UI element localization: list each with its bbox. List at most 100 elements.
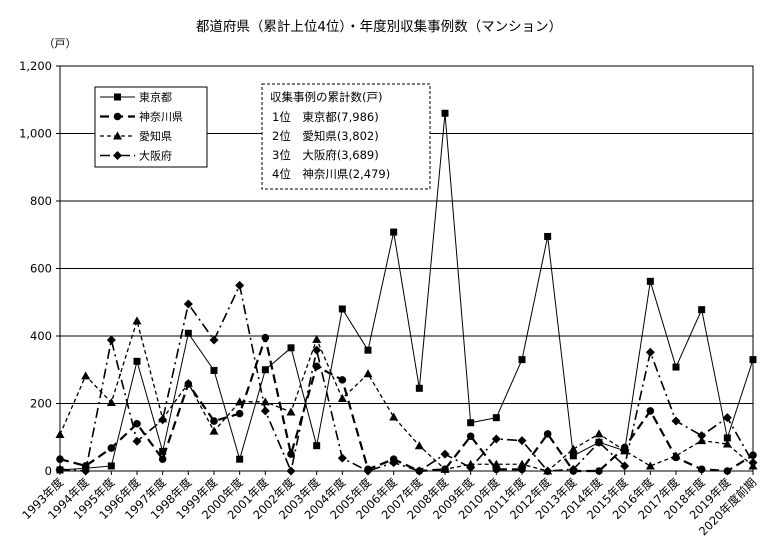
data-point <box>517 459 527 468</box>
series-line <box>59 113 754 471</box>
annotation-row: 4位 神奈川県(2,479) <box>272 167 390 181</box>
data-point <box>697 465 706 474</box>
legend-box <box>94 86 208 168</box>
annotation-title: 収集事例の累計数(戸) <box>270 90 382 104</box>
data-point <box>543 430 552 438</box>
data-point <box>159 447 167 455</box>
data-point <box>312 345 322 355</box>
data-point <box>671 451 681 460</box>
data-point <box>491 434 501 444</box>
data-point <box>697 431 707 441</box>
data-point <box>312 334 322 343</box>
data-point <box>697 436 707 445</box>
data-point <box>364 346 372 354</box>
data-point <box>107 462 115 470</box>
data-point <box>389 412 399 421</box>
data-point <box>338 376 347 384</box>
data-point <box>518 356 526 364</box>
data-point <box>210 417 218 425</box>
data-point <box>235 397 245 406</box>
data-point <box>414 441 424 450</box>
data-point <box>645 347 655 357</box>
data-point <box>722 413 732 423</box>
data-point <box>287 450 295 458</box>
chart-title: 都道府県（累計上位4位）・年度別収集事例数（マンション） <box>196 19 562 35</box>
legend-label: 愛知県 <box>139 129 172 143</box>
data-point <box>183 378 193 387</box>
data-point <box>415 384 423 392</box>
data-point <box>107 444 116 452</box>
data-point <box>698 306 706 314</box>
data-point <box>723 434 731 442</box>
y-tick-label: 1,200 <box>19 59 52 73</box>
legend-marker <box>114 93 121 101</box>
data-point <box>620 461 630 471</box>
data-point <box>287 344 295 352</box>
y-tick-label: 0 <box>45 464 52 478</box>
data-point <box>646 277 654 285</box>
legend-marker <box>113 151 122 160</box>
data-point <box>467 419 475 427</box>
data-point <box>491 459 501 468</box>
data-point <box>337 393 347 402</box>
data-point <box>312 362 321 371</box>
data-point <box>569 452 577 460</box>
data-point <box>81 371 91 380</box>
legend-marker <box>113 131 122 140</box>
data-point <box>158 415 168 425</box>
series-line <box>59 333 754 473</box>
annotation-box <box>261 83 431 190</box>
data-point <box>236 455 244 463</box>
annotation-row: 1位 東京都(7,986) <box>272 110 379 124</box>
y-tick-label: 800 <box>30 194 52 208</box>
data-point <box>645 461 655 470</box>
y-axis-ticks: 0 200 400 600 800 1,000 1,200 <box>19 59 60 478</box>
data-point <box>106 397 116 406</box>
legend-label: 神奈川県 <box>139 110 183 124</box>
data-point <box>568 444 578 453</box>
data-point <box>722 439 732 448</box>
data-point <box>81 462 90 470</box>
annotation-row: 3位 大阪府(3,689) <box>272 148 379 162</box>
data-point <box>646 407 655 415</box>
data-point <box>441 109 449 117</box>
annotation-row: 2位 愛知県(3,802) <box>272 129 379 143</box>
data-point <box>440 449 450 459</box>
data-point <box>132 436 142 446</box>
y-tick-label: 1,000 <box>19 127 52 141</box>
data-point <box>209 426 219 435</box>
cumulative-totals-box: 収集事例の累計数(戸) 1位 東京都(7,986) 2位 愛知県(3,802) … <box>261 83 431 190</box>
data-point <box>389 458 399 468</box>
y-axis-unit: （戸） <box>44 37 77 50</box>
data-point <box>235 280 245 290</box>
data-point <box>492 414 500 422</box>
data-point <box>235 409 244 418</box>
data-point <box>106 335 116 345</box>
data-point <box>466 432 475 441</box>
series-line <box>59 318 754 472</box>
data-point <box>390 228 398 236</box>
plot-frame <box>59 65 754 472</box>
data-point <box>594 429 604 438</box>
data-point <box>184 329 192 337</box>
data-point <box>337 453 347 463</box>
data-point <box>594 437 604 447</box>
data-point <box>132 316 142 325</box>
legend-label: 東京都 <box>139 90 172 104</box>
legend-label: 大阪府 <box>139 149 172 163</box>
data-point <box>209 335 219 345</box>
data-point <box>544 232 552 240</box>
data-point <box>286 407 296 416</box>
series-3 <box>55 280 758 476</box>
data-point <box>363 369 373 378</box>
data-point <box>313 442 321 450</box>
data-point <box>672 363 680 371</box>
data-point <box>133 357 141 365</box>
data-point <box>183 299 193 309</box>
data-point <box>210 366 218 374</box>
y-tick-label: 400 <box>30 329 52 343</box>
data-point <box>466 463 476 473</box>
data-point <box>338 305 346 313</box>
